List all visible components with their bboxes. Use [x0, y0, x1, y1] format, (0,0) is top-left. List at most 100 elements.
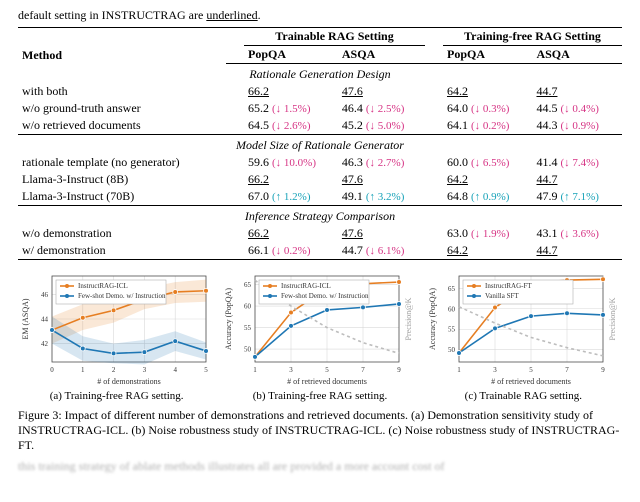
value-cell: 64.1 (↓ 0.2%) — [443, 117, 532, 135]
value-cell: 59.6 (↓ 10.0%) — [244, 154, 338, 171]
value-cell: 64.8 (↑ 0.9%) — [443, 188, 532, 206]
figure-caption: Figure 3: Impact of different number of … — [18, 408, 622, 453]
value-cell: 64.2 — [443, 242, 532, 260]
svg-text:50: 50 — [244, 346, 252, 354]
svg-text:1: 1 — [254, 366, 258, 374]
svg-text:InstructRAG-FT: InstructRAG-FT — [485, 282, 532, 290]
value-cell: 64.2 — [443, 171, 532, 188]
svg-text:50: 50 — [448, 346, 456, 354]
method-cell: w/o retrieved documents — [18, 117, 226, 135]
svg-text:9: 9 — [398, 366, 402, 374]
value-cell: 44.7 — [532, 83, 622, 100]
svg-text:0: 0 — [50, 366, 54, 374]
value-cell: 41.4 (↓ 7.4%) — [532, 154, 622, 171]
svg-text:7: 7 — [565, 366, 569, 374]
col-group-trainingfree: Training-free RAG Setting — [443, 28, 622, 46]
pretext-mid: RAG are — [160, 8, 206, 22]
col-method: Method — [18, 28, 226, 64]
section-title: Inference Strategy Comparison — [18, 206, 622, 226]
value-cell: 46.3 (↓ 2.7%) — [338, 154, 425, 171]
value-cell: 63.0 (↓ 1.9%) — [443, 225, 532, 242]
blurred-next-line: this training strategy of ablate methods… — [18, 459, 622, 474]
svg-text:3: 3 — [143, 366, 147, 374]
method-cell: w/ demonstration — [18, 242, 226, 260]
value-cell: 64.2 — [443, 83, 532, 100]
svg-text:# of retrieved documents: # of retrieved documents — [287, 377, 367, 386]
svg-text:2: 2 — [112, 366, 116, 374]
value-cell: 44.3 (↓ 0.9%) — [532, 117, 622, 135]
svg-text:44: 44 — [41, 316, 49, 324]
svg-text:Few-shot Demo. w/ Instruction: Few-shot Demo. w/ Instruction — [281, 292, 369, 300]
svg-text:Precision@K: Precision@K — [404, 297, 413, 340]
value-cell: 46.4 (↓ 2.5%) — [338, 100, 425, 117]
value-cell: 66.2 — [244, 225, 338, 242]
col-popqa-a: PopQA — [244, 46, 338, 64]
svg-text:1: 1 — [457, 366, 461, 374]
svg-text:55: 55 — [244, 324, 252, 332]
value-cell: 45.2 (↓ 5.0%) — [338, 117, 425, 135]
method-cell: with both — [18, 83, 226, 100]
svg-text:InstructRAG-ICL: InstructRAG-ICL — [281, 282, 331, 290]
chart-panel: 0 1 2 3 4 5 42 44 46 # of demonstrations EM (ASQA)… — [18, 270, 215, 402]
svg-text:Accuracy (PopQA): Accuracy (PopQA) — [428, 288, 437, 350]
value-cell: 44.5 (↓ 0.4%) — [532, 100, 622, 117]
svg-text:# of retrieved documents: # of retrieved documents — [491, 377, 571, 386]
value-cell: 49.1 (↑ 3.2%) — [338, 188, 425, 206]
value-cell: 64.5 (↓ 2.6%) — [244, 117, 338, 135]
pretext-smallcaps: NSTRUCT — [106, 8, 161, 22]
charts-row: 0 1 2 3 4 5 42 44 46 # of demonstrations EM (ASQA)… — [18, 270, 622, 402]
method-cell: w/o ground-truth answer — [18, 100, 226, 117]
value-cell: 66.1 (↓ 0.2%) — [244, 242, 338, 260]
value-cell: 47.6 — [338, 83, 425, 100]
pretext-prefix: default setting in I — [18, 8, 106, 22]
svg-text:55: 55 — [448, 326, 456, 334]
svg-text:60: 60 — [448, 305, 456, 313]
col-asqa-a: ASQA — [338, 46, 425, 64]
value-cell: 66.2 — [244, 83, 338, 100]
method-cell: rationale template (no generator) — [18, 154, 226, 171]
value-cell: 67.0 (↑ 1.2%) — [244, 188, 338, 206]
value-cell: 47.6 — [338, 171, 425, 188]
value-cell: 44.7 — [532, 242, 622, 260]
svg-text:5: 5 — [326, 366, 330, 374]
value-cell: 47.6 — [338, 225, 425, 242]
method-cell: w/o demonstration — [18, 225, 226, 242]
section-title: Rationale Generation Design — [18, 64, 622, 84]
value-cell: 65.2 (↓ 1.5%) — [244, 100, 338, 117]
pretext-suffix: . — [258, 8, 261, 22]
value-cell: 64.0 (↓ 0.3%) — [443, 100, 532, 117]
svg-text:EM (ASQA): EM (ASQA) — [21, 298, 30, 339]
value-cell: 66.2 — [244, 171, 338, 188]
svg-text:7: 7 — [362, 366, 366, 374]
svg-text:65: 65 — [448, 285, 456, 293]
svg-text:42: 42 — [41, 340, 49, 348]
chart-panel: 1357950556065# of retrieved documentsAcc… — [221, 270, 418, 402]
svg-text:Vanilla SFT: Vanilla SFT — [485, 292, 519, 300]
svg-text:46: 46 — [41, 291, 49, 299]
svg-text:4: 4 — [173, 366, 177, 374]
pretext-line: default setting in INSTRUCTRAG are under… — [18, 8, 622, 23]
col-popqa-b: PopQA — [443, 46, 532, 64]
panel-caption: (c) Trainable RAG setting. — [425, 390, 622, 402]
col-asqa-b: ASQA — [532, 46, 622, 64]
value-cell: 44.7 — [532, 171, 622, 188]
panel-caption: (a) Training-free RAG setting. — [18, 390, 215, 402]
method-cell: Llama-3-Instruct (70B) — [18, 188, 226, 206]
svg-text:# of demonstrations: # of demonstrations — [97, 377, 161, 386]
col-group-trainable: Trainable RAG Setting — [244, 28, 425, 46]
svg-text:Precision@K: Precision@K — [608, 297, 617, 340]
value-cell: 43.1 (↓ 3.6%) — [532, 225, 622, 242]
svg-text:65: 65 — [244, 281, 252, 289]
svg-text:3: 3 — [493, 366, 497, 374]
svg-text:1: 1 — [81, 366, 85, 374]
chart-panel: 1 3 5 7 9 50 55 60 65 # of retrieved documents Acc… — [425, 270, 622, 402]
value-cell: 47.9 (↑ 7.1%) — [532, 188, 622, 206]
results-table: Method Trainable RAG Setting Training-fr… — [18, 27, 622, 260]
svg-text:InstructRAG-ICL: InstructRAG-ICL — [78, 282, 128, 290]
svg-text:Few-shot Demo. w/ Instruction: Few-shot Demo. w/ Instruction — [78, 292, 166, 300]
svg-text:9: 9 — [601, 366, 605, 374]
value-cell: 60.0 (↓ 6.5%) — [443, 154, 532, 171]
svg-text:3: 3 — [290, 366, 294, 374]
svg-text:5: 5 — [204, 366, 208, 374]
svg-text:5: 5 — [529, 366, 533, 374]
